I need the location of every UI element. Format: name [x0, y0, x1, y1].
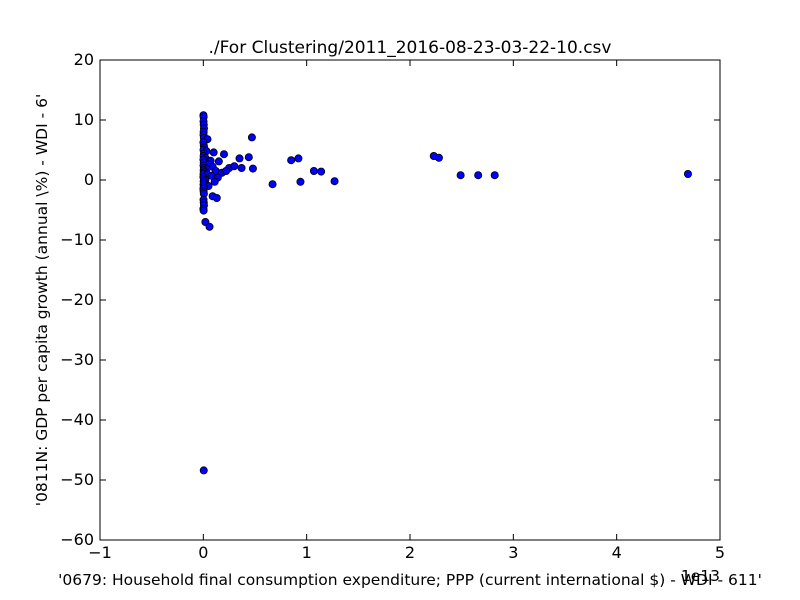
data-point [474, 171, 483, 180]
y-tick-label: −20 [60, 290, 94, 309]
data-point [222, 166, 231, 175]
data-point [490, 171, 499, 180]
data-point [235, 154, 244, 163]
chart-title: ./For Clustering/2011_2016-08-23-03-22-1… [209, 38, 612, 58]
x-tick-label: 0 [198, 543, 208, 562]
y-tick-label: 0 [84, 170, 94, 189]
data-point [309, 166, 318, 175]
x-tick-label: 2 [405, 543, 415, 562]
data-point [296, 177, 305, 186]
data-point [294, 154, 303, 163]
data-point [248, 164, 257, 173]
x-tick-label: 3 [508, 543, 518, 562]
data-point [210, 177, 219, 186]
data-point [209, 148, 218, 157]
data-point [199, 206, 208, 215]
data-point [247, 133, 256, 142]
data-point [214, 157, 223, 166]
x-axis-ticks: −1 0 1 2 3 4 5 [88, 60, 725, 562]
data-point [683, 169, 692, 178]
x-axis-label: '0679: Household final consumption expen… [58, 571, 762, 589]
data-points [199, 111, 692, 475]
data-point [199, 466, 208, 475]
y-axis-ticks: −60 −50 −40 −30 −20 −10 0 10 20 [60, 50, 720, 549]
y-tick-label: −10 [60, 230, 94, 249]
x-axis-offset-text: 1e13 [681, 567, 720, 585]
data-point [230, 162, 239, 171]
x-tick-label: 1 [302, 543, 312, 562]
data-point [268, 180, 277, 189]
y-tick-label: −60 [60, 530, 94, 549]
y-tick-label: −30 [60, 350, 94, 369]
y-tick-label: 10 [74, 110, 94, 129]
y-axis-label: '0811N: GDP per capita growth (annual \%… [33, 94, 51, 506]
data-point [244, 153, 253, 162]
y-tick-label: −50 [60, 470, 94, 489]
data-point [212, 193, 221, 202]
data-point [330, 177, 339, 186]
data-point [237, 163, 246, 172]
data-point [456, 171, 465, 180]
y-tick-label: −40 [60, 410, 94, 429]
data-point [287, 156, 296, 165]
data-point [205, 222, 214, 231]
x-tick-label: 5 [715, 543, 725, 562]
data-point [219, 150, 228, 159]
data-point [434, 153, 443, 162]
x-tick-label: −1 [88, 543, 112, 562]
x-tick-label: 4 [612, 543, 622, 562]
y-tick-label: 20 [74, 50, 94, 69]
data-point [317, 167, 326, 176]
